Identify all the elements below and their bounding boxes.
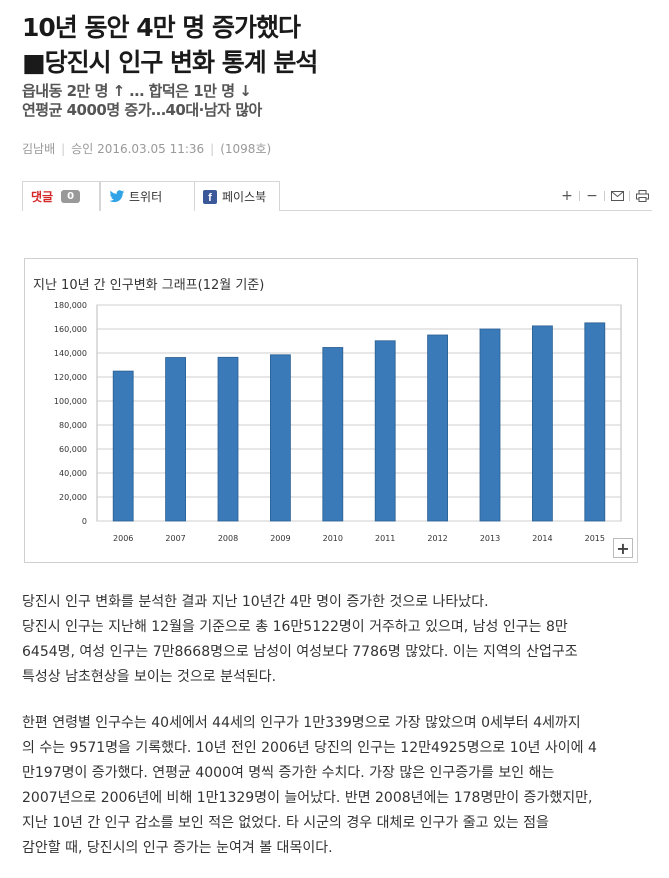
y-tick-label: 140,000 (54, 349, 87, 358)
printer-icon (635, 190, 649, 202)
paragraph-line: 만197명이 증가했다. 연평균 4000여 명씩 증가한 수치다. 가장 많은… (22, 765, 555, 781)
facebook-icon: f (203, 189, 217, 204)
facebook-label: 페이스북 (222, 190, 267, 204)
comment-label: 댓글 (31, 190, 54, 204)
approved-date: 승인 2016.03.05 11:36 (71, 142, 205, 156)
paragraph-line: 지난 10년 간 인구 감소를 보인 적은 없었다. 타 시군의 경우 대체로 … (22, 815, 549, 831)
y-tick-label: 100,000 (54, 397, 87, 406)
population-bar-chart: 지난 10년 간 인구변화 그래프(12월 기준) 0 20,000 40,000 60… (33, 278, 622, 543)
author-name[interactable]: 김남배 (22, 142, 56, 156)
chart-figure[interactable]: 지난 10년 간 인구변화 그래프(12월 기준) 0 20,000 40,000 60… (24, 258, 638, 563)
y-tick-label: 40,000 (59, 469, 87, 478)
article-subheadline: 읍내동 2만 명 ↑ … 합덕은 1만 명 ↓ 연평균 4000명 증가…40대… (22, 82, 262, 120)
twitter-label: 트위터 (129, 190, 163, 204)
font-increase-button[interactable]: + (557, 188, 577, 204)
x-tick-label: 2010 (323, 534, 343, 543)
comment-button[interactable]: 댓글 0 (22, 181, 100, 211)
y-tick-label: 0 (82, 517, 87, 526)
article-paragraph-1: 당진시 인구 변화를 분석한 결과 지난 10년간 4만 명이 증가한 것으로 … (22, 590, 652, 690)
share-bar: 댓글 0 트위터 f 페이스북 + − (22, 181, 652, 211)
issue-number: (1098호) (220, 142, 272, 156)
subhead-line-2: 연평균 4000명 증가…40대·남자 많아 (22, 101, 262, 119)
paragraph-line: 한편 연령별 인구수는 40세에서 44세의 인구가 1만339명으로 가장 많… (22, 715, 581, 731)
meta-divider: | (210, 142, 215, 156)
y-tick-label: 120,000 (54, 373, 87, 382)
paragraph-line: 특성상 남초현상을 보이는 것으로 분석된다. (22, 669, 277, 685)
y-tick-label: 80,000 (59, 421, 87, 430)
headline-line-1: 10년 동안 4만 명 증가했다 (22, 13, 301, 42)
x-tick-label: 2007 (165, 534, 185, 543)
twitter-bird-icon (109, 190, 125, 203)
y-tick-label: 20,000 (59, 493, 87, 502)
font-decrease-button[interactable]: − (582, 188, 602, 204)
bar (112, 370, 134, 522)
article-headline: 10년 동안 4만 명 증가했다 ■당진시 인구 변화 통계 분석 (22, 10, 652, 80)
paragraph-line: 당진시 인구 변화를 분석한 결과 지난 10년간 4만 명이 증가한 것으로 … (22, 594, 489, 610)
plus-icon: + (561, 188, 573, 204)
bar (165, 357, 187, 522)
y-tick-label: 160,000 (54, 325, 87, 334)
article-meta: 김남배 | 승인 2016.03.05 11:36 | (1098호) (22, 140, 271, 157)
facebook-share-button[interactable]: f 페이스북 (194, 181, 280, 211)
x-tick-label: 2006 (113, 534, 133, 543)
paragraph-line: 의 수는 9571명을 기록했다. 10년 전인 2006년 당진의 인구는 1… (22, 740, 597, 756)
bar (217, 356, 239, 522)
meta-divider: | (61, 142, 66, 156)
x-tick-label: 2008 (218, 534, 238, 543)
zoom-button[interactable]: + (613, 538, 633, 558)
x-tick-label: 2013 (480, 534, 500, 543)
tool-divider (604, 191, 605, 201)
y-tick-label: 60,000 (59, 445, 87, 454)
paragraph-line: 당진시 인구는 지난해 12월을 기준으로 총 16만5122명이 거주하고 있… (22, 619, 568, 635)
x-tick-label: 2011 (375, 534, 395, 543)
twitter-share-button[interactable]: 트위터 (100, 181, 195, 211)
paragraph-line: 2007년으로 2006년에 비해 1만1329명이 늘어났다. 반면 2008… (22, 790, 593, 806)
x-tick-label: 2009 (270, 534, 290, 543)
bar (269, 354, 291, 522)
article-tools: + − (557, 188, 652, 204)
paragraph-line: 6454명, 여성 인구는 7만8668명으로 남성이 여성보다 7786명 많… (22, 644, 578, 660)
bar (374, 340, 396, 522)
bar (479, 328, 501, 522)
article-paragraph-2: 한편 연령별 인구수는 40세에서 44세의 인구가 1만339명으로 가장 많… (22, 711, 652, 861)
bar (322, 347, 344, 522)
minus-icon: − (586, 188, 598, 204)
bar (531, 325, 553, 522)
print-button[interactable] (632, 188, 652, 204)
paragraph-line: 감안할 때, 당진시의 인구 증가는 눈여겨 볼 대목이다. (22, 840, 333, 856)
y-tick-label: 180,000 (54, 301, 87, 310)
mail-icon (610, 191, 624, 201)
x-tick-label: 2014 (532, 534, 552, 543)
subhead-line-1: 읍내동 2만 명 ↑ … 합덕은 1만 명 ↓ (22, 82, 252, 100)
email-button[interactable] (607, 188, 627, 204)
x-tick-label: 2015 (585, 534, 605, 543)
tool-divider (629, 191, 630, 201)
chart-title: 지난 10년 간 인구변화 그래프(12월 기준) (33, 278, 264, 293)
comment-count-badge: 0 (61, 190, 81, 203)
tool-divider (579, 191, 580, 201)
bar (427, 334, 449, 522)
headline-line-2: ■당진시 인구 변화 통계 분석 (22, 48, 318, 77)
x-tick-label: 2012 (427, 534, 447, 543)
bar (584, 322, 606, 522)
